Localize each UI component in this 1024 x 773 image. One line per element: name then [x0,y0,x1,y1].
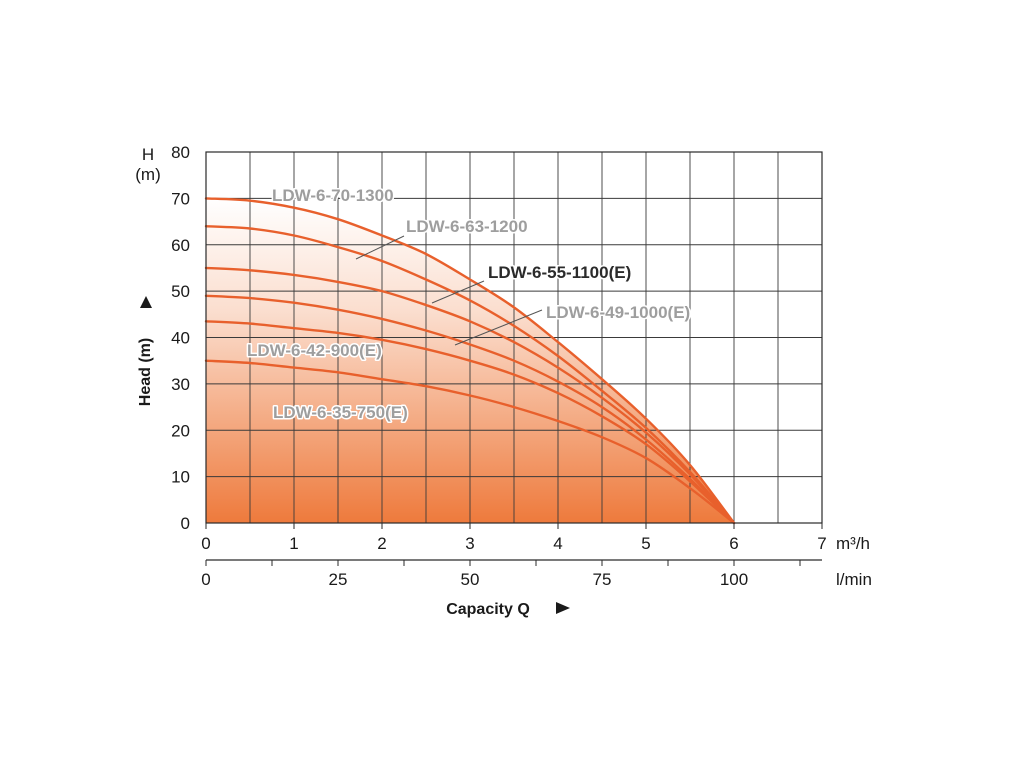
series-line [204,294,736,525]
y-unit: (m) [135,165,160,184]
series-leader-line [355,235,405,260]
y-tick-label: 80 [171,143,190,162]
series-line [204,225,736,525]
series-leader-line [431,280,485,304]
y-tick-label: 10 [171,468,190,487]
y-tick-label: 70 [171,189,190,208]
series-line [204,197,736,525]
series-label: LDW-6-55-1100(E) [488,263,631,282]
x-tick-label: 0 [201,534,210,553]
y-unit-symbol: H [142,145,154,164]
x-tick-label: 3 [465,534,474,553]
y-tick-label: 60 [171,236,190,255]
y-tick-label: 40 [171,329,190,348]
plot-frame [205,151,823,524]
y-tick-label: 30 [171,375,190,394]
series-line [204,359,736,525]
y-tick-label: 0 [181,514,190,533]
y-tick-label: 50 [171,282,190,301]
y-axis-arrow-icon [140,296,152,308]
x-tick-label: 2 [377,534,386,553]
series-label: LDW-6-49-1000(E) [546,303,690,322]
x-secondary-tick-label: 25 [329,570,348,589]
x-tick-label: 6 [729,534,738,553]
series-label: LDW-6-35-750(E) [273,403,408,422]
series-line [204,320,736,525]
x-tick-label: 4 [553,534,562,553]
series-leader-line [454,309,543,346]
x-tick-label: 5 [641,534,650,553]
x-secondary-tick-label: 75 [593,570,612,589]
y-axis-title: Head (m) [137,338,154,406]
x-secondary-tick-label: 50 [461,570,480,589]
series-label: LDW-6-42-900(E) [247,341,382,360]
x-secondary-tick-label: 100 [720,570,748,589]
x-axis-arrow-icon [556,602,570,614]
series-label: LDW-6-63-1200 [406,217,528,236]
x-unit-secondary: l/min [836,570,872,589]
x-tick-label: 1 [289,534,298,553]
y-tick-label: 20 [171,421,190,440]
x-secondary-tick-label: 0 [201,570,210,589]
series-line [204,266,736,525]
x-axis-title: Capacity Q [446,601,530,618]
x-unit-primary: m³/h [836,534,870,553]
x-tick-label: 7 [817,534,826,553]
series-label: LDW-6-70-1300 [272,186,394,205]
